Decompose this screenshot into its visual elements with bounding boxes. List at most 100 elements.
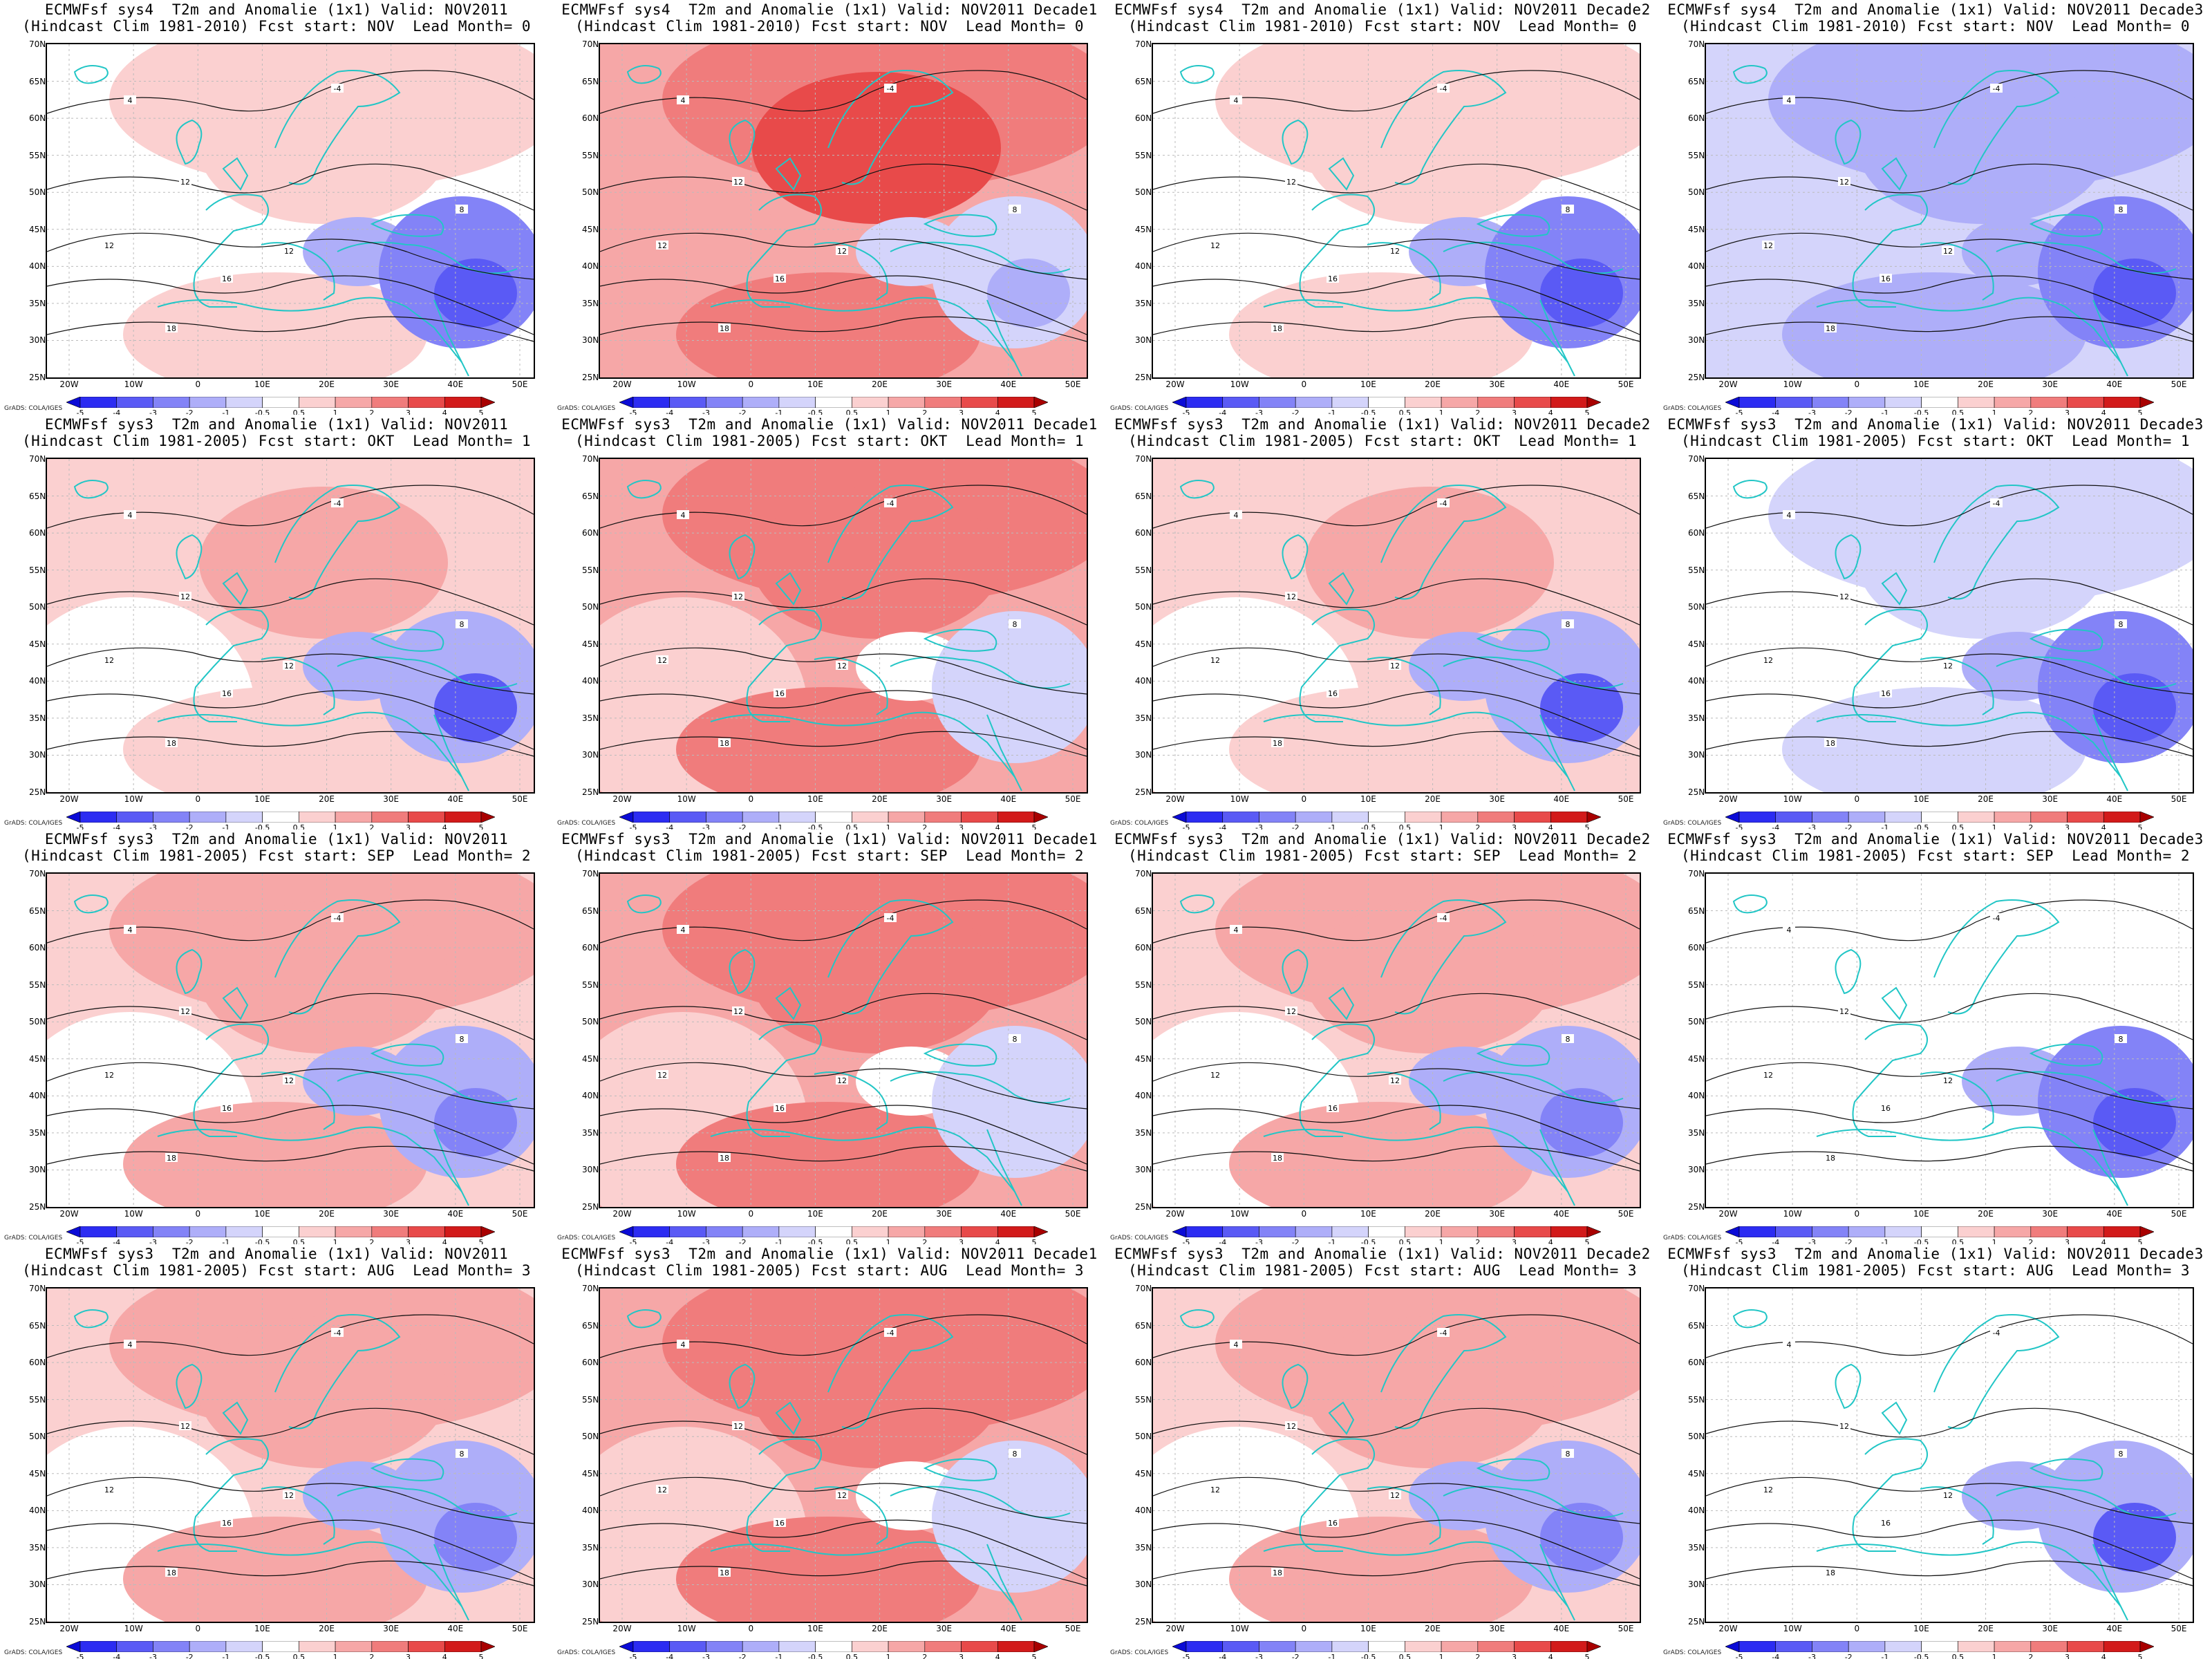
contour-label-text: -4 xyxy=(334,914,341,923)
lat-tick-label: 45N xyxy=(1688,224,1705,234)
lon-tick-label: 20E xyxy=(319,794,335,804)
lon-tick-label: 40E xyxy=(1000,1624,1017,1633)
lat-tick-label: 40N xyxy=(29,1506,46,1516)
lat-tick-label: 60N xyxy=(1135,1358,1152,1368)
colorbar-level-label: 3 xyxy=(1512,1238,1517,1244)
anomaly-patch-scandinavia xyxy=(1305,901,1554,1053)
lon-tick-label: 40E xyxy=(1000,379,1017,389)
colorbar-swatch xyxy=(408,811,445,823)
colorbar-swatch xyxy=(1033,811,1049,823)
colorbar-swatch xyxy=(189,1640,227,1653)
contour-label: 12 xyxy=(836,246,848,256)
colorbar-level-label: 0.5 xyxy=(292,823,306,830)
colorbar-swatch xyxy=(1259,1640,1296,1653)
colorbar-swatch xyxy=(778,811,816,823)
panel-subtitle: (Hindcast Clim 1981-2005) Fcst start: OK… xyxy=(21,433,531,449)
lat-tick-label: 70N xyxy=(29,869,46,879)
colorbar-level-label: -3 xyxy=(1808,409,1816,415)
lon-tick-label: 10W xyxy=(1230,379,1249,389)
lat-tick-label: 50N xyxy=(1135,1017,1152,1027)
lon-tick-label: 30E xyxy=(936,379,953,389)
lat-tick-label: 60N xyxy=(582,113,599,124)
colorbar-swatch xyxy=(1441,1640,1479,1653)
colorbar-level-label: -0.5 xyxy=(254,1653,270,1659)
colorbar-swatch xyxy=(2103,1640,2141,1653)
colorbar-level-label: -2 xyxy=(185,823,194,830)
coastline xyxy=(1380,899,1507,1015)
map-canvas: 4 12 12 16 18 -4 8 12 xyxy=(600,874,1087,1207)
lat-tick-label: 55N xyxy=(1688,150,1705,160)
coastline xyxy=(1179,480,1215,499)
isotherm-contour xyxy=(1706,1062,2193,1109)
contour-label-text: -4 xyxy=(334,84,341,93)
coastline xyxy=(1835,119,1862,165)
colorbar-level-label: 3 xyxy=(2065,409,2070,415)
colorbar-level-label: 2 xyxy=(369,1238,375,1244)
colorbar-level-label: -3 xyxy=(1255,823,1263,830)
colorbar-level-label: 4 xyxy=(995,1238,1000,1244)
contour-label-text: 12 xyxy=(837,1491,847,1500)
lon-tick-label: 30E xyxy=(1489,794,1506,804)
contour-label-text: 12 xyxy=(1390,247,1400,256)
colorbar-level-label: -2 xyxy=(1291,823,1300,830)
colorbar-swatch xyxy=(153,1226,190,1238)
temperature-anomaly-map: 4 12 12 16 18 -4 8 12 xyxy=(599,43,1088,379)
lat-tick-label: 65N xyxy=(1688,76,1705,86)
colorbar-level-label: -2 xyxy=(185,409,194,415)
colorbar-swatch xyxy=(1738,396,1777,409)
lat-tick-label: 45N xyxy=(1688,1053,1705,1064)
colorbar-level-label: -4 xyxy=(666,823,674,830)
colorbar-level-label: 3 xyxy=(406,409,411,415)
isotherm-contour xyxy=(1153,232,1640,280)
lon-tick-label: 20E xyxy=(1425,1624,1441,1633)
contour-label-text: 16 xyxy=(775,1104,785,1113)
contour-label-text: 8 xyxy=(1566,620,1571,629)
contour-label-text: 12 xyxy=(1390,1491,1400,1500)
contour-label: 18 xyxy=(1271,1568,1284,1577)
coastline xyxy=(775,1401,802,1435)
contour-label-text: 12 xyxy=(733,592,743,601)
contour-label: 4 xyxy=(677,1340,689,1349)
lon-tick-label: 50E xyxy=(1065,379,1081,389)
coastline xyxy=(1852,608,1928,722)
contour-label: 12 xyxy=(283,1490,295,1500)
colorbar-swatch xyxy=(371,1226,409,1238)
contour-label-text: 8 xyxy=(2119,620,2124,629)
colorbar-swatch xyxy=(1331,1640,1369,1653)
temperature-anomaly-map: 4 12 12 16 18 -4 8 12 xyxy=(599,872,1088,1208)
contour-label-text: -4 xyxy=(1993,1329,2000,1338)
colorbar-level-label: 0.5 xyxy=(845,1653,859,1659)
colorbar-level-label: -1 xyxy=(1881,409,1889,415)
contour-label: 16 xyxy=(221,1518,233,1528)
lon-tick-label: 50E xyxy=(2171,379,2187,389)
contour-label-text: 12 xyxy=(1839,1422,1849,1431)
isotherm-contour xyxy=(600,163,1087,211)
colorbar-level-label: -3 xyxy=(149,1238,157,1244)
coastline xyxy=(923,1458,997,1481)
colorbar-swatch xyxy=(444,396,482,409)
colorbar-swatch xyxy=(299,1640,336,1653)
lat-tick-label: 30N xyxy=(1135,1580,1152,1590)
isotherm-contour xyxy=(600,731,1087,757)
colorbar-level-label: -5 xyxy=(1735,823,1743,830)
colorbar-swatch xyxy=(1921,1226,1958,1238)
isotherm-contour xyxy=(47,731,534,757)
colorbar-swatch xyxy=(335,396,373,409)
coastline xyxy=(1732,65,1768,84)
lon-tick-label: 50E xyxy=(1065,1209,1081,1219)
coastline xyxy=(1282,948,1309,995)
lat-tick-label: 55N xyxy=(582,1394,599,1405)
coastline xyxy=(1263,1541,1568,1607)
grads-credit: GrADS: COLA/IGES xyxy=(4,1649,63,1656)
contour-label: 16 xyxy=(774,274,786,283)
colorbar-level-label: 5 xyxy=(1584,1238,1590,1244)
contour-label: 12 xyxy=(1762,1485,1774,1494)
panel-subtitle: (Hindcast Clim 1981-2005) Fcst start: OK… xyxy=(1127,433,1637,449)
colorbar-swatch xyxy=(116,1640,153,1653)
colorbar-level-label: -5 xyxy=(1182,823,1190,830)
lon-tick-label: 20E xyxy=(319,1209,335,1219)
lon-tick-label: 50E xyxy=(1065,1624,1081,1633)
contour-label: 12 xyxy=(1762,655,1774,665)
colorbar-level-label: 3 xyxy=(2065,1238,2070,1244)
